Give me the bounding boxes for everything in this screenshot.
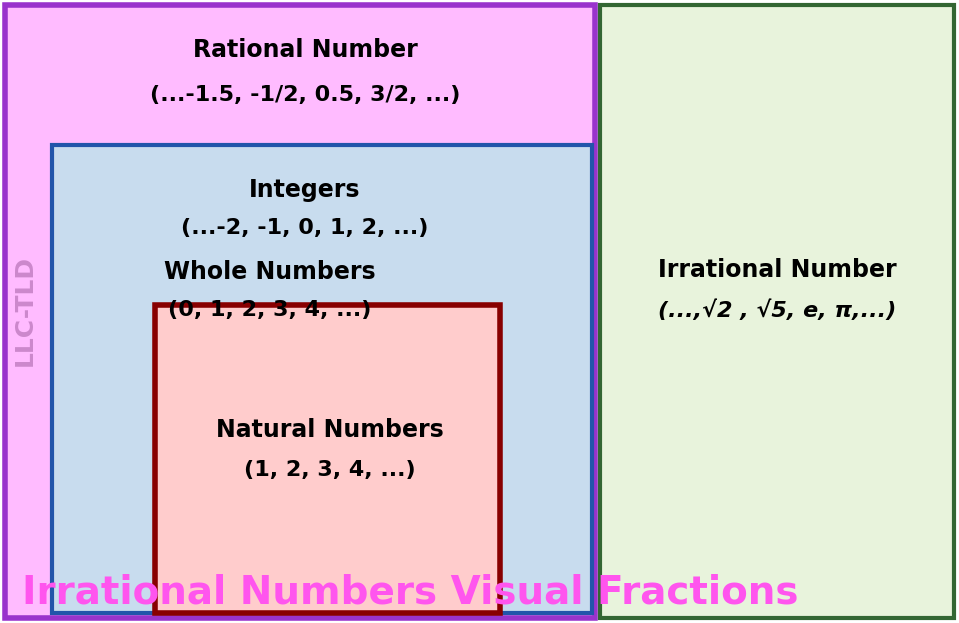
Text: Natural Numbers: Natural Numbers bbox=[216, 418, 444, 442]
Text: (...-2, -1, 0, 1, 2, ...): (...-2, -1, 0, 1, 2, ...) bbox=[181, 218, 429, 238]
Bar bbox=[600, 5, 954, 618]
Text: Rational Number: Rational Number bbox=[193, 38, 417, 62]
Bar bbox=[5, 5, 595, 618]
Text: (1, 2, 3, 4, ...): (1, 2, 3, 4, ...) bbox=[245, 460, 416, 480]
Text: (...-1.5, -1/2, 0.5, 3/2, ...): (...-1.5, -1/2, 0.5, 3/2, ...) bbox=[150, 85, 460, 105]
Text: Irrational Numbers Visual Fractions: Irrational Numbers Visual Fractions bbox=[22, 574, 799, 612]
Bar bbox=[155, 305, 500, 613]
Text: (0, 1, 2, 3, 4, ...): (0, 1, 2, 3, 4, ...) bbox=[169, 300, 372, 320]
Text: (...,√2 , √5, e, π,...): (...,√2 , √5, e, π,...) bbox=[658, 299, 896, 321]
Text: Whole Numbers: Whole Numbers bbox=[164, 260, 376, 284]
Text: LLC-TLD: LLC-TLD bbox=[13, 255, 37, 366]
Text: Integers: Integers bbox=[249, 178, 361, 202]
Bar bbox=[52, 145, 592, 613]
Text: Irrational Number: Irrational Number bbox=[658, 258, 897, 282]
